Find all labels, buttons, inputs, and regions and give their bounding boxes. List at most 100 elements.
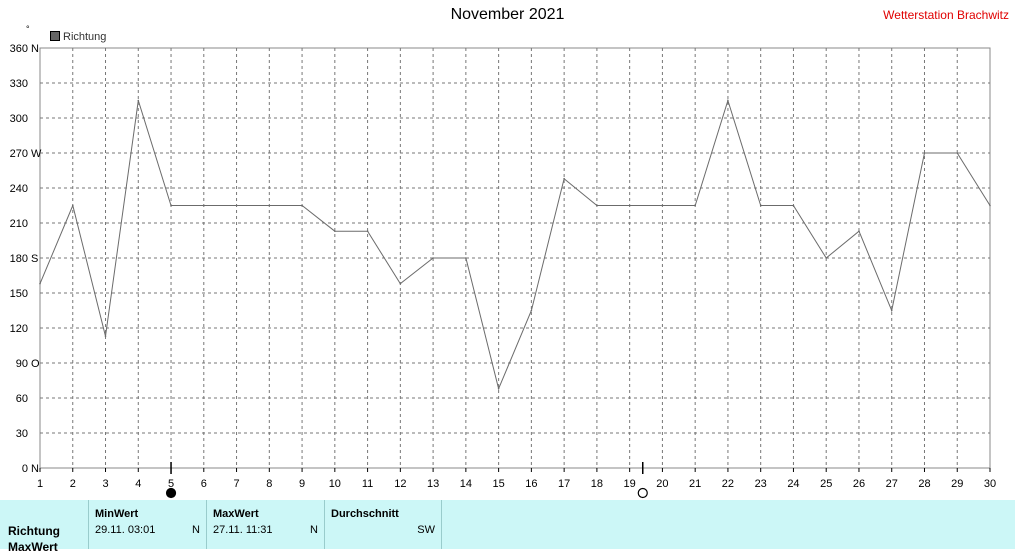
data-point [530, 309, 533, 312]
data-point [104, 335, 107, 337]
y-tick-label: 270 [10, 148, 28, 160]
avg-direction: SW [417, 524, 435, 536]
x-tick-label: 1 [37, 478, 43, 490]
y-direction-label: O [31, 358, 40, 370]
max-header: MaxWert [213, 508, 259, 520]
y-tick-label: 300 [10, 113, 28, 125]
x-tick-label: 6 [201, 478, 207, 490]
unit-symbol: ° [26, 24, 30, 34]
data-point [399, 282, 402, 285]
x-tick-label: 3 [102, 478, 108, 490]
data-point [956, 152, 959, 154]
x-tick-label: 8 [266, 478, 272, 490]
y-direction-label: N [31, 463, 39, 475]
y-tick-label: 240 [10, 183, 28, 195]
x-tick-label: 19 [624, 478, 636, 490]
y-direction-label: N [31, 43, 39, 55]
x-tick-label: 24 [787, 478, 799, 490]
legend-swatch [50, 31, 60, 41]
min-direction: N [192, 524, 200, 536]
stats-avg-cell: Durchschnitt SW [325, 500, 442, 549]
data-point [71, 204, 74, 207]
max-value: 27.11. 11:31 [213, 524, 273, 536]
y-direction-label: S [31, 253, 38, 265]
station-name: Wetterstation Brachwitz [883, 8, 1009, 22]
data-point [661, 204, 664, 207]
y-tick-label: 150 [10, 288, 28, 300]
stats-row-label-2: MaxWert [8, 540, 58, 554]
avg-header: Durchschnitt [331, 508, 399, 520]
x-tick-label: 28 [918, 478, 930, 490]
data-point [890, 309, 893, 312]
x-tick-label: 10 [329, 478, 341, 490]
stats-label-cell: Richtung MaxWert [0, 500, 89, 554]
series-line [39, 98, 991, 391]
data-point [694, 204, 696, 207]
data-point [432, 257, 434, 259]
data-point [596, 204, 598, 207]
x-tick-label: 18 [591, 478, 603, 490]
y-direction-label: W [31, 148, 42, 160]
x-tick-label: 29 [951, 478, 963, 490]
data-point [334, 230, 336, 232]
data-point [170, 204, 172, 207]
data-point [301, 204, 303, 207]
x-tick-label: 9 [299, 478, 305, 490]
y-tick-label: 120 [10, 323, 28, 335]
min-value: 29.11. 03:01 [95, 524, 156, 536]
data-point [628, 204, 631, 207]
data-point [923, 152, 926, 154]
x-tick-label: 11 [362, 478, 373, 490]
data-point [792, 204, 795, 207]
data-point [989, 204, 991, 207]
min-header: MinWert [95, 508, 139, 520]
data-point [727, 99, 729, 102]
y-tick-label: 0 [22, 463, 28, 475]
data-point [563, 177, 565, 180]
stats-table: Richtung MaxWert MinWert 29.11. 03:01 N … [0, 500, 1015, 554]
x-tick-label: 5 [168, 478, 174, 490]
x-tick-label: 30 [984, 478, 996, 490]
x-tick-label: 23 [755, 478, 767, 490]
data-point [137, 99, 140, 102]
x-tick-label: 4 [135, 478, 141, 490]
legend[interactable]: Richtung [50, 31, 106, 43]
data-point [759, 204, 762, 207]
y-tick-label: 60 [16, 393, 28, 405]
x-tick-label: 14 [460, 478, 472, 490]
x-tick-label: 27 [886, 478, 898, 490]
full-moon-marker [637, 487, 648, 499]
wind-direction-chart: 0306090120150180210240270300330360NOSWN1… [10, 43, 996, 499]
x-tick-label: 12 [394, 478, 406, 490]
data-point [366, 230, 369, 232]
x-tick-label: 25 [820, 478, 832, 490]
data-point [202, 204, 205, 207]
legend-label: Richtung [63, 31, 107, 43]
x-tick-label: 21 [689, 478, 701, 490]
stats-min-cell: MinWert 29.11. 03:01 N [89, 500, 207, 549]
x-tick-label: 15 [492, 478, 504, 490]
data-point [235, 204, 238, 207]
y-tick-label: 180 [10, 253, 28, 265]
x-tick-label: 17 [558, 478, 570, 490]
x-tick-label: 26 [853, 478, 865, 490]
y-tick-label: 330 [10, 78, 28, 90]
data-point [465, 257, 467, 259]
data-point [497, 387, 500, 390]
y-tick-label: 210 [10, 218, 28, 230]
data-point [825, 257, 828, 259]
stats-row-label: Richtung [8, 524, 60, 538]
chart-title: November 2021 [450, 6, 565, 23]
data-point [268, 204, 271, 207]
data-point [858, 230, 860, 232]
y-tick-label: 360 [10, 43, 28, 55]
stats-max-cell: MaxWert 27.11. 11:31 N [207, 500, 325, 549]
new-moon-marker [165, 487, 177, 499]
max-direction: N [310, 524, 318, 536]
x-tick-label: 16 [525, 478, 537, 490]
y-tick-label: 90 [16, 358, 28, 370]
x-tick-label: 2 [70, 478, 76, 490]
x-tick-label: 7 [233, 478, 239, 490]
x-tick-label: 20 [656, 478, 668, 490]
x-tick-label: 22 [722, 478, 734, 490]
